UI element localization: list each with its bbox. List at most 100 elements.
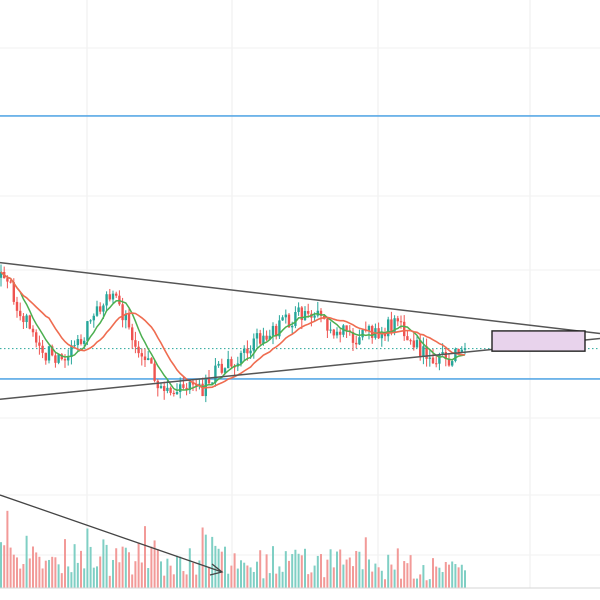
- candle-body: [143, 356, 147, 361]
- volume-bar: [352, 566, 354, 588]
- volume-bar: [438, 567, 441, 588]
- volume-bar: [281, 571, 284, 588]
- candle-body: [35, 332, 38, 343]
- candle-body: [271, 325, 275, 336]
- candle-body: [89, 320, 92, 322]
- volume-bar: [342, 564, 345, 588]
- volume-bar: [444, 561, 447, 588]
- volume-bar: [422, 565, 425, 588]
- candle-body: [332, 329, 335, 336]
- target-zone: [491, 330, 586, 352]
- volume-bar: [108, 575, 111, 588]
- volume-bar: [12, 554, 15, 588]
- volume-bar: [406, 563, 409, 588]
- volume-bar: [156, 549, 159, 588]
- volume-bar: [185, 574, 188, 588]
- volume-bar: [300, 555, 303, 588]
- candle-body: [227, 359, 230, 369]
- candle-body: [396, 318, 399, 322]
- candle-body: [454, 348, 457, 362]
- candle-body: [380, 333, 383, 339]
- candle-body: [153, 363, 156, 381]
- volume-bar: [428, 579, 431, 588]
- volume-bar: [380, 570, 383, 588]
- volume-bar: [44, 560, 47, 588]
- volume-bar: [195, 574, 198, 588]
- volume-bar: [144, 526, 146, 588]
- volume-bar: [297, 553, 300, 588]
- candle-body: [175, 392, 179, 395]
- candle-body: [169, 387, 172, 393]
- volume-bar: [134, 561, 137, 588]
- volume-bar: [448, 564, 450, 588]
- candle-body: [28, 315, 31, 329]
- candle-body: [147, 358, 150, 361]
- volume-trend-arrow: [0, 494, 224, 576]
- volume-bar: [137, 542, 140, 588]
- volume-bar: [48, 559, 50, 588]
- volume-bar: [163, 575, 166, 588]
- candle-body: [428, 357, 431, 359]
- volume-bar: [332, 567, 335, 588]
- moving-averages: [0, 271, 466, 392]
- candle-body: [9, 281, 12, 283]
- volume-bar: [396, 548, 399, 588]
- volume-bars: [0, 510, 466, 588]
- candle-body: [207, 378, 211, 384]
- candle-body: [57, 354, 60, 363]
- candle-body: [95, 306, 99, 316]
- candle-body: [188, 381, 191, 391]
- volume-bar: [416, 578, 418, 588]
- volume-bar: [32, 546, 34, 588]
- volume-bar: [204, 534, 207, 588]
- candle-body: [255, 333, 259, 339]
- volume-bar: [22, 564, 25, 588]
- volume-bar: [86, 528, 89, 588]
- candle-body: [390, 319, 393, 333]
- candle-body: [92, 315, 95, 321]
- candlesticks: [0, 264, 467, 403]
- candle-body: [99, 306, 102, 312]
- volume-bar: [124, 547, 127, 588]
- volume-bar: [121, 546, 124, 588]
- candle-body: [441, 352, 444, 355]
- volume-bar: [105, 544, 108, 588]
- candle-body: [223, 368, 227, 373]
- volume-bar: [166, 558, 169, 588]
- candle-body: [217, 363, 220, 366]
- volume-bar: [96, 566, 98, 588]
- volume-bar: [70, 572, 73, 588]
- candle-body: [406, 336, 409, 341]
- volume-bar: [464, 570, 466, 588]
- candle-body: [44, 352, 47, 361]
- volume-bar: [313, 565, 316, 588]
- candle-body: [355, 342, 358, 345]
- volume-bar: [147, 568, 150, 588]
- volume-bar: [89, 546, 92, 588]
- volume-bar: [198, 560, 201, 588]
- volume-bar: [265, 554, 268, 588]
- candle-body: [335, 331, 339, 336]
- candle-body: [12, 282, 15, 302]
- volume-bar: [384, 579, 386, 588]
- volume-bar: [233, 553, 236, 588]
- volume-bar: [419, 574, 422, 588]
- volume-bar: [99, 556, 102, 588]
- candle-body: [76, 339, 79, 346]
- volume-bar: [390, 564, 393, 588]
- candle-body: [70, 345, 73, 357]
- volume-bar: [16, 557, 18, 588]
- candle-body: [297, 307, 300, 313]
- candle-body: [393, 318, 396, 333]
- candle-body: [111, 293, 115, 300]
- candle-body: [249, 350, 252, 354]
- candle-body: [182, 384, 185, 388]
- candle-body: [438, 354, 441, 364]
- candle-body: [403, 321, 406, 337]
- upper-trendline: [0, 261, 600, 335]
- candle-body: [60, 354, 63, 360]
- candle-body: [86, 321, 89, 341]
- volume-bar: [67, 566, 70, 588]
- volume-bar: [60, 573, 63, 588]
